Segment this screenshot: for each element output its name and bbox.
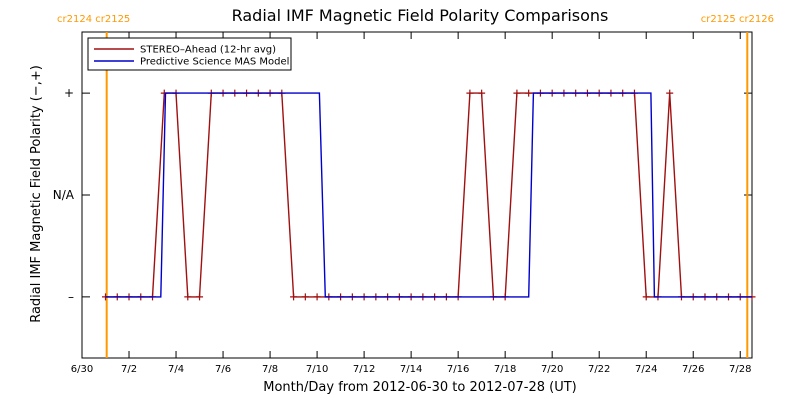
data-point <box>642 293 650 301</box>
carrington-markers: cr2124 cr2125 cr2125 cr2126 <box>57 14 774 358</box>
x-tick-label: 7/10 <box>306 364 328 375</box>
x-tick-label: 7/26 <box>682 364 704 375</box>
series-layer <box>102 89 756 301</box>
data-point <box>184 293 192 301</box>
data-point <box>666 89 674 97</box>
legend-label: Predictive Science MAS Model <box>140 57 289 68</box>
x-tick-label: 7/20 <box>541 364 563 375</box>
data-point <box>301 293 309 301</box>
x-tick-label: 7/14 <box>400 364 422 375</box>
x-tick-label: 6/30 <box>71 364 93 375</box>
x-tick-label: 7/6 <box>215 364 231 375</box>
data-point <box>196 293 204 301</box>
x-tick-label: 7/24 <box>635 364 657 375</box>
chart-title: Radial IMF Magnetic Field Polarity Compa… <box>232 6 609 25</box>
x-axis-label: Month/Day from 2012-06-30 to 2012-07-28 … <box>263 380 576 395</box>
y-axis-label: Radial IMF Magnetic Field Polarity (−,+) <box>29 65 44 323</box>
x-tick-label: 7/18 <box>494 364 516 375</box>
carrington-label: cr2124 cr2125 <box>57 14 130 25</box>
x-tick-label: 7/2 <box>121 364 137 375</box>
data-point <box>466 89 474 97</box>
y-tick-label: N/A <box>53 188 75 202</box>
data-point <box>478 89 486 97</box>
x-tick-label: 7/12 <box>353 364 375 375</box>
x-tick-label: 7/16 <box>447 364 469 375</box>
data-point <box>290 293 298 301</box>
series-line <box>105 92 752 298</box>
data-point <box>313 293 321 301</box>
x-tick-label: 7/22 <box>588 364 610 375</box>
x-tick-label: 7/28 <box>729 364 751 375</box>
series-line <box>105 92 752 298</box>
y-tick-label: + <box>64 86 74 100</box>
legend-box <box>87 37 292 71</box>
y-tick-label: – <box>68 290 74 304</box>
x-tick-label: 7/8 <box>262 364 278 375</box>
legend-label: STEREO–Ahead (12-hr avg) <box>140 45 276 56</box>
legend: STEREO–Ahead (12-hr avg)Predictive Scien… <box>87 37 292 71</box>
data-point <box>525 89 533 97</box>
data-point <box>513 89 521 97</box>
carrington-label: cr2125 cr2126 <box>701 14 774 25</box>
x-tick-label: 7/4 <box>168 364 184 375</box>
